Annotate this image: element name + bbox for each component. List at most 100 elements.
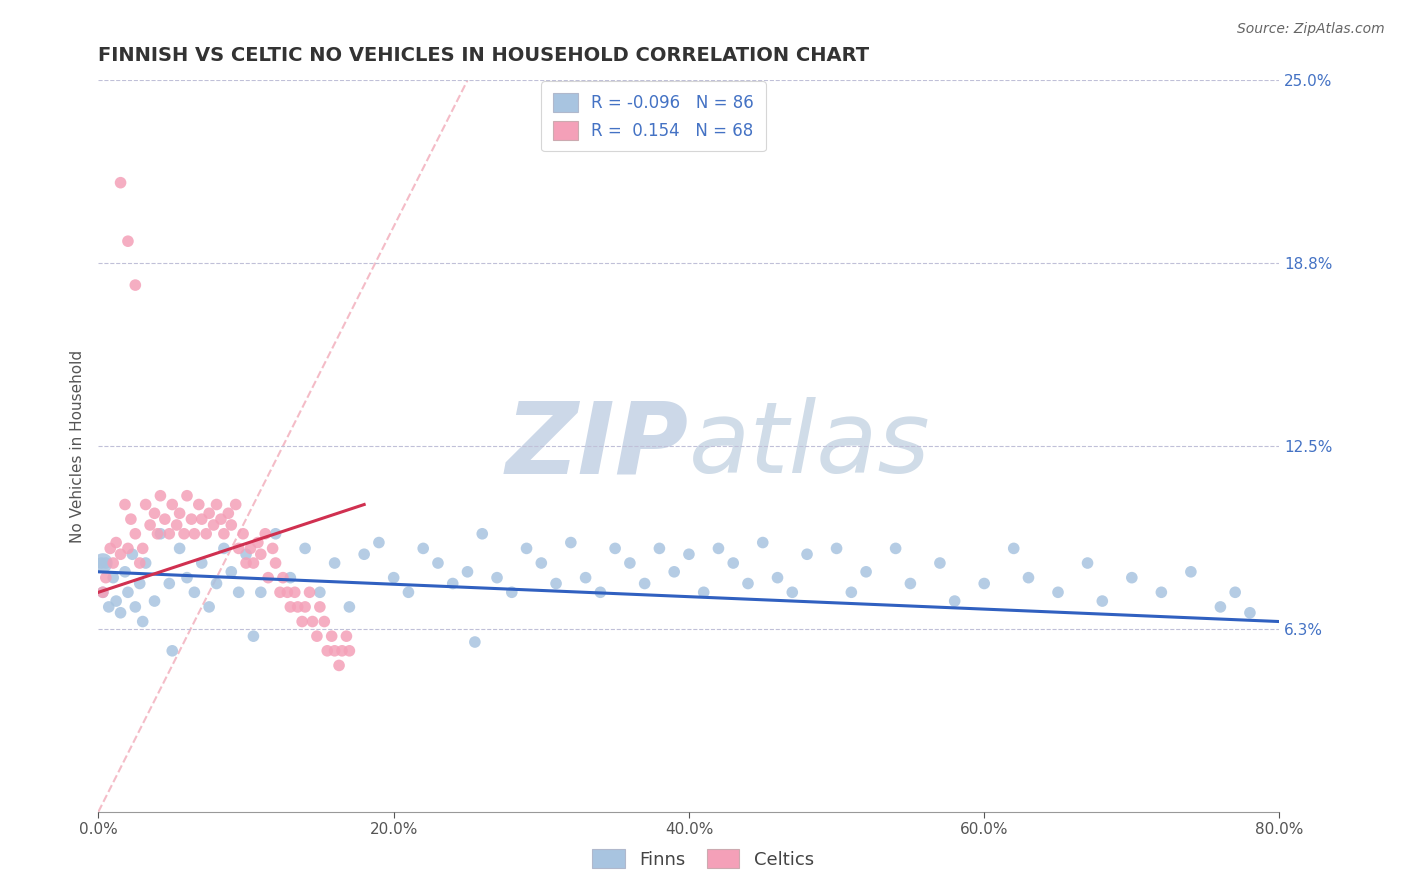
Point bbox=[855, 565, 877, 579]
Point bbox=[91, 556, 114, 570]
Point bbox=[250, 585, 273, 599]
Point bbox=[209, 512, 232, 526]
Point bbox=[110, 606, 132, 620]
Point bbox=[191, 512, 214, 526]
Point bbox=[1150, 585, 1173, 599]
Point bbox=[900, 576, 922, 591]
Point bbox=[737, 576, 759, 591]
Point bbox=[287, 599, 309, 614]
Point bbox=[530, 556, 553, 570]
Point bbox=[183, 585, 205, 599]
Point bbox=[723, 556, 745, 570]
Point bbox=[162, 498, 183, 512]
Point bbox=[235, 547, 257, 561]
Point bbox=[516, 541, 538, 556]
Point bbox=[166, 518, 188, 533]
Point bbox=[173, 526, 195, 541]
Point bbox=[330, 644, 353, 658]
Point bbox=[589, 585, 612, 599]
Point bbox=[398, 585, 420, 599]
Point bbox=[464, 635, 486, 649]
Point bbox=[619, 556, 641, 570]
Point bbox=[239, 541, 262, 556]
Legend: Finns, Celtics: Finns, Celtics bbox=[585, 841, 821, 876]
Point bbox=[117, 585, 139, 599]
Point bbox=[169, 541, 191, 556]
Point bbox=[634, 576, 657, 591]
Point bbox=[301, 615, 323, 629]
Y-axis label: No Vehicles in Household: No Vehicles in Household bbox=[69, 350, 84, 542]
Point bbox=[1239, 606, 1261, 620]
Point bbox=[246, 535, 269, 549]
Point bbox=[205, 576, 228, 591]
Point bbox=[91, 585, 114, 599]
Point bbox=[323, 644, 346, 658]
Point bbox=[546, 576, 568, 591]
Point bbox=[305, 629, 328, 643]
Point bbox=[368, 535, 391, 549]
Point bbox=[221, 565, 243, 579]
Point bbox=[280, 599, 302, 614]
Point bbox=[132, 541, 155, 556]
Point bbox=[198, 506, 221, 520]
Point bbox=[217, 506, 239, 520]
Point bbox=[269, 585, 291, 599]
Point bbox=[132, 615, 155, 629]
Point bbox=[198, 599, 221, 614]
Point bbox=[121, 547, 143, 561]
Point bbox=[143, 594, 166, 608]
Point bbox=[291, 615, 314, 629]
Point bbox=[128, 556, 150, 570]
Point bbox=[135, 556, 157, 570]
Point bbox=[309, 585, 332, 599]
Point bbox=[321, 629, 343, 643]
Point bbox=[575, 571, 598, 585]
Point bbox=[157, 576, 180, 591]
Point bbox=[294, 541, 316, 556]
Point bbox=[183, 526, 205, 541]
Point bbox=[501, 585, 523, 599]
Point bbox=[335, 629, 357, 643]
Point bbox=[105, 594, 128, 608]
Point bbox=[605, 541, 627, 556]
Point bbox=[162, 644, 183, 658]
Point bbox=[97, 599, 120, 614]
Point bbox=[678, 547, 700, 561]
Text: ZIP: ZIP bbox=[506, 398, 689, 494]
Point bbox=[486, 571, 509, 585]
Point bbox=[441, 576, 464, 591]
Point bbox=[382, 571, 405, 585]
Point bbox=[1225, 585, 1247, 599]
Point bbox=[316, 644, 339, 658]
Point bbox=[276, 585, 298, 599]
Point bbox=[117, 541, 139, 556]
Point bbox=[103, 556, 125, 570]
Point bbox=[157, 526, 180, 541]
Point bbox=[254, 526, 277, 541]
Point bbox=[221, 518, 243, 533]
Point bbox=[1077, 556, 1099, 570]
Point bbox=[796, 547, 818, 561]
Point bbox=[1018, 571, 1040, 585]
Point bbox=[339, 644, 361, 658]
Point bbox=[105, 535, 128, 549]
Point bbox=[884, 541, 907, 556]
Point bbox=[228, 585, 250, 599]
Point bbox=[271, 571, 294, 585]
Point bbox=[235, 556, 257, 570]
Point bbox=[128, 576, 150, 591]
Point bbox=[664, 565, 686, 579]
Text: FINNISH VS CELTIC NO VEHICLES IN HOUSEHOLD CORRELATION CHART: FINNISH VS CELTIC NO VEHICLES IN HOUSEHO… bbox=[98, 45, 869, 65]
Point bbox=[90, 556, 112, 570]
Point bbox=[242, 556, 264, 570]
Point bbox=[176, 571, 198, 585]
Point bbox=[169, 506, 191, 520]
Point bbox=[294, 599, 316, 614]
Point bbox=[1180, 565, 1202, 579]
Point bbox=[1121, 571, 1143, 585]
Point bbox=[139, 518, 162, 533]
Point bbox=[114, 565, 136, 579]
Point bbox=[707, 541, 730, 556]
Point bbox=[929, 556, 952, 570]
Point bbox=[457, 565, 479, 579]
